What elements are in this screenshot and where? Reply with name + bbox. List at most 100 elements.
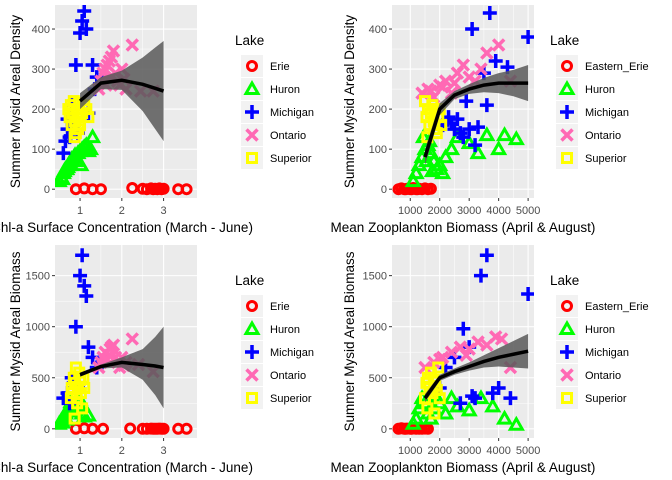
point-huron [495,409,514,425]
legend-key-superior [561,152,573,164]
x-tick-label: 2 [119,445,125,457]
point-michigan [68,319,83,334]
point-ontario [444,345,459,359]
legend-label-superior: Superior [270,153,312,165]
legend: Lake Eastern_Erie Huron Michigan Ontario Supe… [550,273,649,409]
point-michigan [468,138,483,153]
x-tick-label: 4000 [486,205,510,217]
point-superior [72,123,85,136]
y-tick-label: 500 [32,373,50,385]
point-michigan [79,289,94,304]
y-tick-label: 0 [44,184,50,196]
point-michigan [75,248,90,263]
point-eastern-erie [399,183,412,196]
point-huron [484,397,502,413]
point-michigan [77,278,92,293]
plot-area [392,248,534,435]
legend-title: Lake [550,273,579,288]
legend-key-ontario [560,368,574,382]
y-axis-title: Summer Mysid Areal Density [8,15,23,189]
point-ontario [480,46,494,60]
y-axis-title: Summer Mysid Areal Density [342,15,357,189]
point-michigan [459,94,474,109]
chart-panel-1: 1 2 3 0 100 200 300 400 Chl-a Surface Concentrat… [0,5,314,235]
legend-label-erie: Erie [270,301,290,313]
y-tick-label: 0 [44,424,50,436]
point-huron [55,413,72,429]
x-tick-label: 3000 [457,205,481,217]
point-michigan [503,391,518,406]
legend-key-ontario [245,368,259,382]
y-axis-title: Summer Mysid Areal Biomass [342,251,357,431]
legend-label-superior: Superior [585,153,627,165]
point-michigan [77,5,92,19]
y-tick-label: 400 [369,24,387,36]
point-eastern-erie [424,182,437,195]
legend-key-superior [246,152,258,164]
point-superior [78,381,91,394]
point-michigan [75,14,90,29]
plot-area [55,5,193,196]
point-huron [437,404,455,420]
legend-title: Lake [550,33,579,48]
point-huron [460,134,478,150]
point-ontario [424,84,438,98]
point-huron [404,172,422,188]
legend-label-ontario: Ontario [585,370,621,382]
point-huron [81,140,100,156]
plot-area [392,6,534,196]
y-tick-label: 1500 [26,271,50,283]
smooth-confidence-band [80,326,164,409]
point-ontario [456,58,471,72]
point-ontario [435,80,450,94]
point-huron [79,406,97,422]
point-huron [437,148,455,164]
x-axis-title: Chl-a Surface Concentration (March - Jun… [0,220,253,235]
point-huron [423,162,441,178]
point-michigan [521,287,534,302]
point-michigan [473,268,488,283]
point-ontario [125,332,140,346]
legend-label-eastern-erie: Eastern_Erie [585,61,649,73]
point-huron [417,152,436,168]
point-huron [72,156,90,172]
legend-label-michigan: Michigan [585,107,629,119]
point-michigan [479,248,494,263]
legend-key-huron [558,79,576,95]
point-ontario [103,342,117,356]
plot-area [55,248,193,435]
point-huron [469,144,487,160]
point-huron [495,126,514,142]
legend-label-superior: Superior [585,393,627,405]
legend-key-huron [243,79,261,95]
smooth-line [78,78,165,103]
y-axis-title: Summer Mysid Areal Biomass [8,251,23,431]
smooth-confidence-band [80,41,164,142]
y-tick-label: 300 [32,64,50,76]
legend-label-huron: Huron [585,324,615,336]
y-tick-label: 200 [32,104,50,116]
point-huron [507,130,525,146]
y-tick-label: 1500 [363,271,387,283]
legend-key-background [241,147,263,169]
legend-label-huron: Huron [585,84,615,96]
legend-key-huron [558,319,576,335]
legend-label-eastern-erie: Eastern_Erie [585,301,649,313]
legend-key-background [556,295,578,317]
x-tick-label: 2 [119,205,125,217]
y-tick-label: 300 [369,64,387,76]
point-michigan [456,130,471,145]
x-tick-label: 1 [77,445,83,457]
legend-label-ontario: Ontario [270,370,306,382]
y-tick-label: 0 [381,184,387,196]
point-michigan [73,268,88,283]
smooth-line [79,360,164,377]
point-huron [478,126,496,142]
y-tick-label: 400 [32,24,50,36]
x-axis-title: Mean Zooplankton Biomass (April & August… [331,220,596,235]
x-axis-title: Chl-a Surface Concentration (March - Jun… [0,460,253,475]
legend-key-background [241,295,263,317]
point-huron [84,128,102,144]
legend-key-background [556,55,578,77]
x-tick-label: 2000 [427,445,451,457]
